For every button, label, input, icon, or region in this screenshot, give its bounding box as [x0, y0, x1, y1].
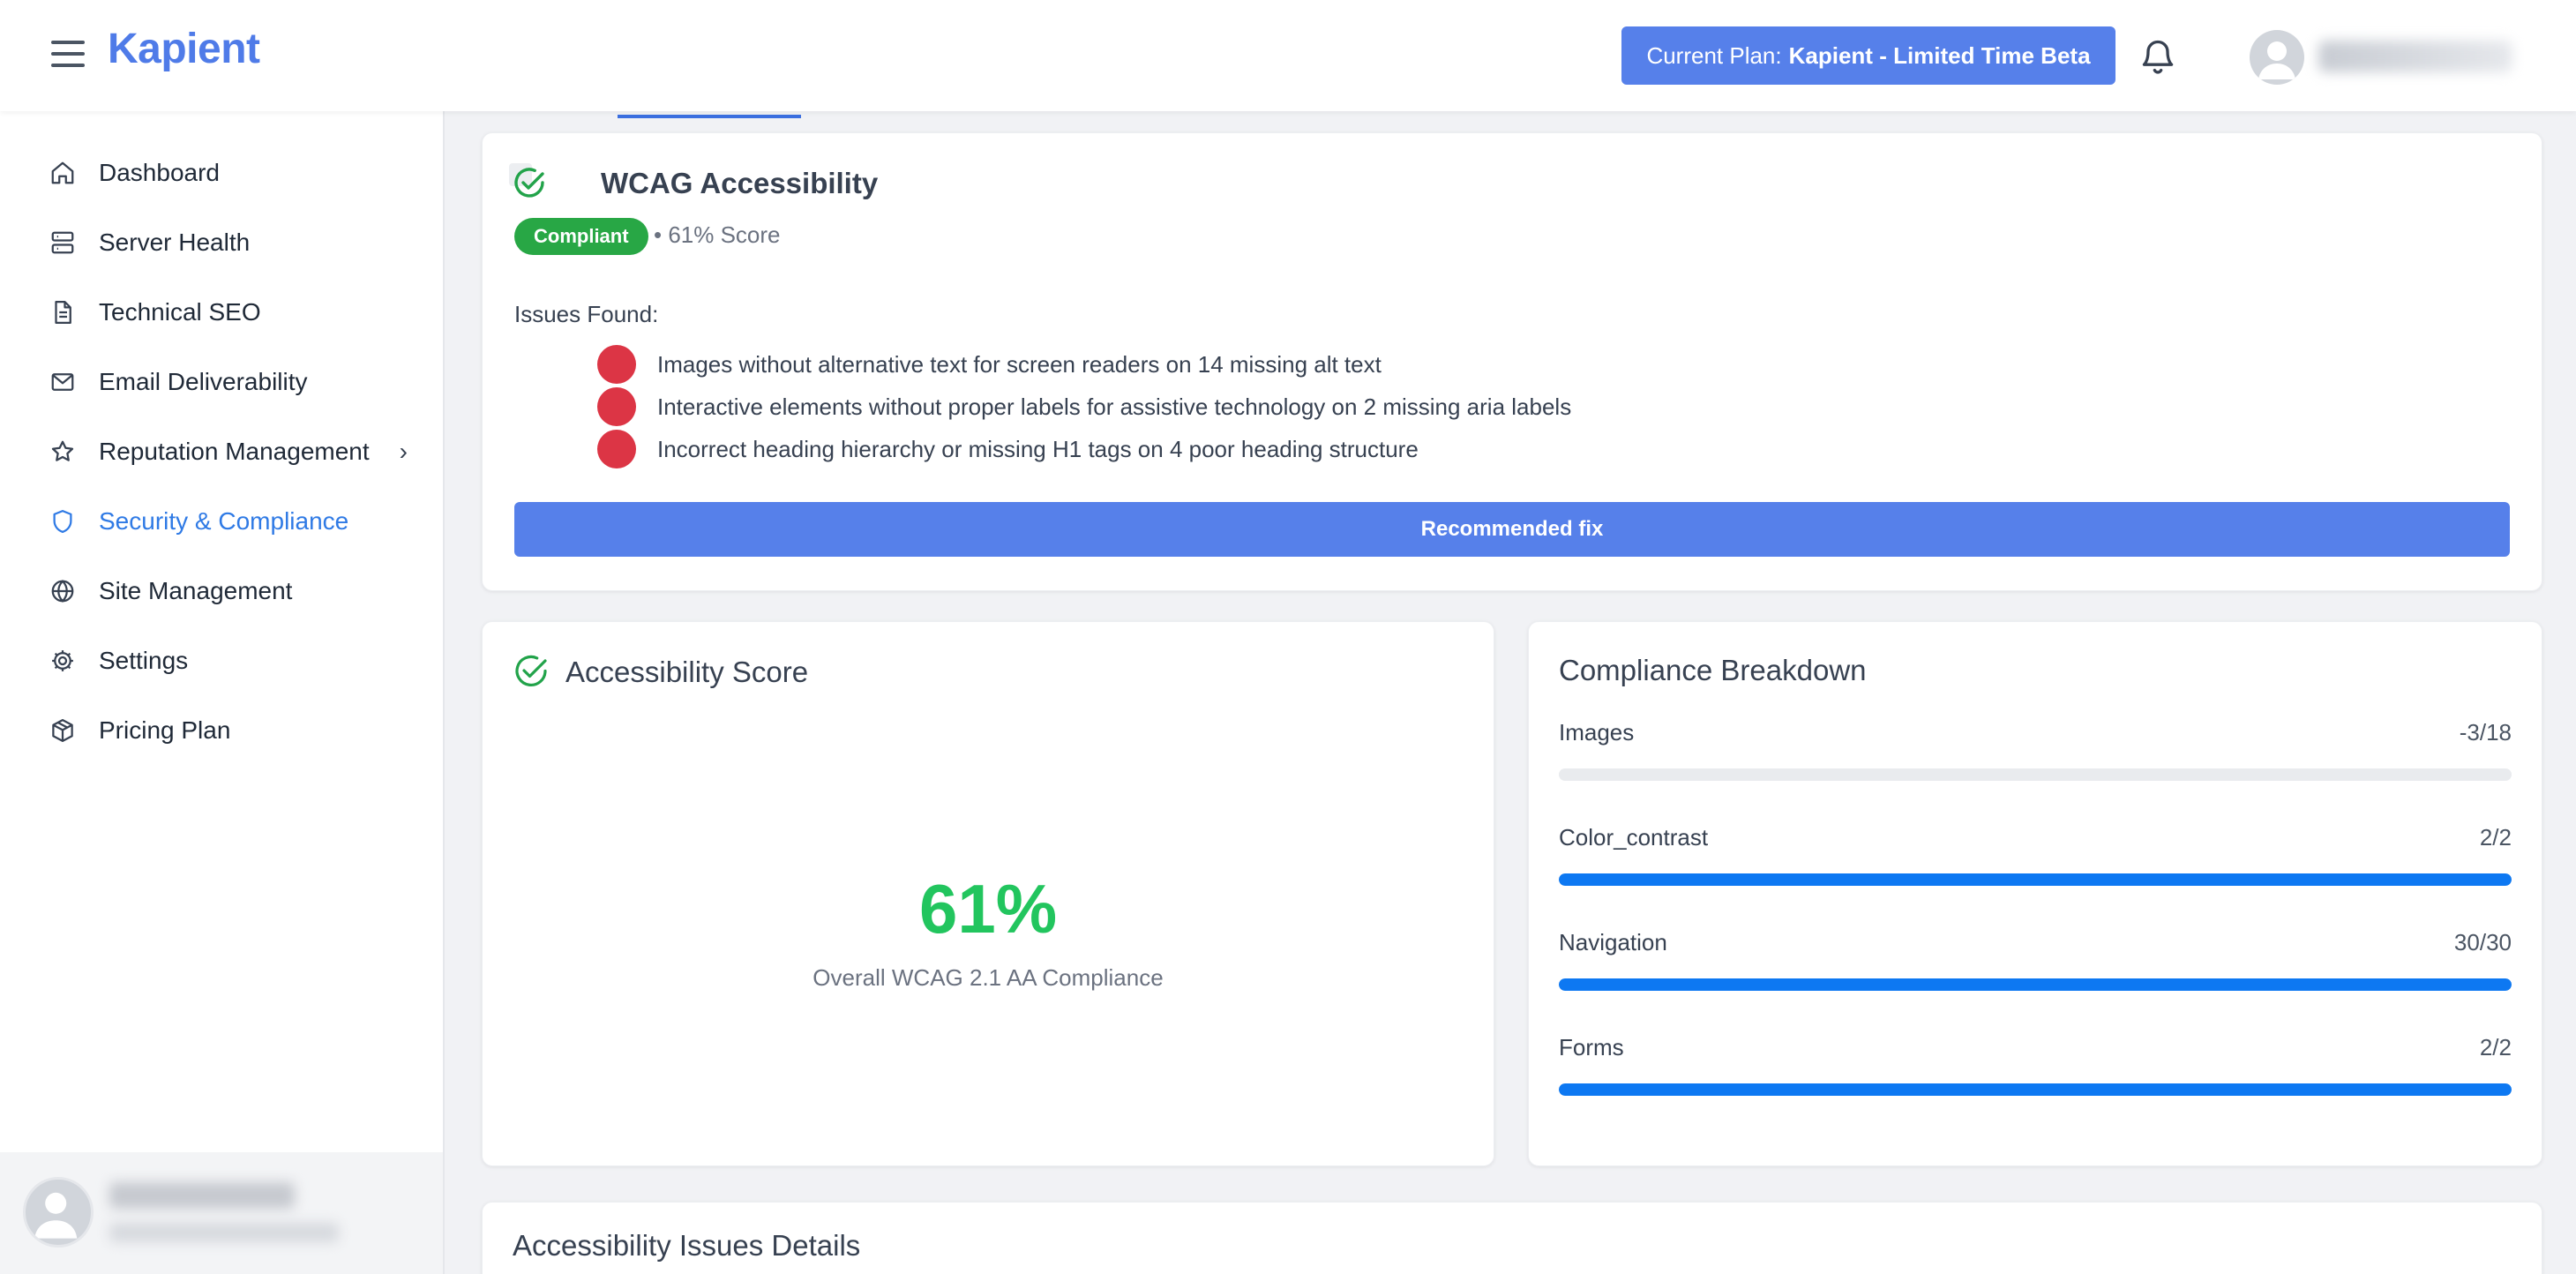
shield-icon	[53, 510, 72, 533]
score-summary: • 61% Score	[654, 221, 781, 248]
progress-track	[1559, 873, 2512, 886]
sidebar-user-footer[interactable]	[0, 1152, 443, 1274]
card-header: Accessibility Score	[513, 654, 808, 691]
issue-item: Images without alternative text for scre…	[597, 343, 1382, 386]
document-icon	[55, 301, 71, 324]
score-value: 61%	[918, 870, 1058, 948]
sidebar-item-label: Technical SEO	[99, 298, 261, 326]
issue-text: Images without alternative text for scre…	[657, 350, 1382, 378]
sidebar-item-label: Server Health	[99, 229, 251, 256]
mail-icon	[51, 373, 74, 391]
sidebar-item-email-deliverability[interactable]: Email Deliverability	[49, 356, 308, 408]
sidebar-item-site-management[interactable]: Site Management	[49, 565, 292, 618]
breakdown-row-forms: Forms 2/2	[1559, 1034, 2512, 1113]
plan-prefix: Current Plan:	[1646, 41, 1782, 69]
breakdown-row-images: Images -3/18	[1559, 719, 2512, 798]
breakdown-row-color-contrast: Color_contrast 2/2	[1559, 824, 2512, 903]
sidebar-item-technical-seo[interactable]: Technical SEO	[49, 286, 261, 339]
active-tab-indicator	[618, 115, 801, 118]
error-dot-icon	[597, 387, 636, 426]
app-logo[interactable]: Kapient	[108, 26, 260, 72]
avatar[interactable]	[2250, 30, 2304, 85]
status-badge: Compliant	[514, 218, 648, 255]
gear-icon	[52, 650, 73, 671]
progress-fill	[1559, 873, 2512, 886]
wcag-accessibility-card: WCAG Accessibility Compliant • 61% Score…	[482, 132, 2542, 591]
sidebar-item-settings[interactable]: Settings	[49, 634, 188, 687]
sidebar: Dashboard Server Health Technical SEO Em…	[0, 111, 445, 1274]
breakdown-label: Navigation	[1559, 929, 1667, 956]
check-circle-icon	[509, 163, 544, 198]
issue-text: Interactive elements without proper labe…	[657, 393, 1572, 420]
issue-item: Incorrect heading hierarchy or missing H…	[597, 428, 1419, 470]
breakdown-value: -3/18	[2459, 719, 2512, 746]
error-dot-icon	[597, 345, 636, 384]
sidebar-item-label: Reputation Management	[99, 438, 370, 465]
accessibility-issues-details-card: Accessibility Issues Details	[482, 1202, 2542, 1274]
sidebar-item-server-health[interactable]: Server Health	[49, 216, 250, 269]
progress-track	[1559, 978, 2512, 991]
user-name-redacted[interactable]	[2318, 41, 2512, 72]
globe-icon	[51, 580, 74, 603]
sidebar-item-label: Site Management	[99, 577, 293, 604]
user-email-redacted	[109, 1223, 339, 1242]
chevron-right-icon: ›	[399, 438, 408, 465]
sidebar-item-pricing-plan[interactable]: Pricing Plan	[49, 704, 230, 757]
breakdown-value: 2/2	[2479, 1034, 2512, 1060]
recommended-fix-button[interactable]: Recommended fix	[514, 502, 2510, 557]
breakdown-row-navigation: Navigation 30/30	[1559, 929, 2512, 1008]
sidebar-item-dashboard[interactable]: Dashboard	[49, 146, 220, 199]
progress-fill	[1559, 978, 2512, 991]
breakdown-label: Images	[1559, 719, 1635, 746]
bell-icon[interactable]	[2138, 35, 2177, 78]
avatar[interactable]	[23, 1177, 94, 1248]
sidebar-item-label: Settings	[99, 647, 189, 674]
sidebar-item-label: Dashboard	[99, 159, 220, 186]
check-circle-icon	[515, 655, 547, 686]
current-plan-button[interactable]: Current Plan: Kapient - Limited Time Bet…	[1621, 26, 2115, 85]
server-icon	[51, 231, 74, 254]
user-name-redacted	[109, 1182, 295, 1209]
sidebar-item-label: Pricing Plan	[99, 716, 231, 744]
progress-track	[1559, 768, 2512, 781]
progress-fill	[1559, 1083, 2512, 1096]
issues-heading: Issues Found:	[514, 301, 659, 327]
compliance-breakdown-card: Compliance Breakdown Images -3/18 Color_…	[1528, 621, 2542, 1166]
plan-name: Kapient - Limited Time Beta	[1788, 41, 2091, 69]
breakdown-value: 2/2	[2479, 824, 2512, 851]
breakdown-label: Color_contrast	[1559, 824, 1709, 851]
breakdown-label: Forms	[1559, 1034, 1624, 1060]
breakdown-value: 30/30	[2453, 929, 2512, 956]
star-icon	[51, 440, 74, 461]
card-title: Accessibility Score	[565, 656, 809, 688]
hamburger-menu-icon[interactable]	[51, 41, 85, 67]
accessibility-score-card: Accessibility Score 61% Overall WCAG 2.1…	[482, 621, 1494, 1166]
home-icon	[51, 161, 74, 184]
sidebar-item-reputation-management[interactable]: Reputation Management ›	[49, 425, 408, 478]
score-subtitle: Overall WCAG 2.1 AA Compliance	[812, 964, 1164, 991]
sidebar-item-label: Email Deliverability	[99, 368, 308, 395]
sidebar-item-label: Security & Compliance	[99, 507, 349, 535]
card-title: Accessibility Issues Details	[513, 1229, 861, 1262]
progress-track	[1559, 1083, 2512, 1096]
issue-item: Interactive elements without proper labe…	[597, 386, 1571, 428]
error-dot-icon	[597, 430, 636, 468]
package-icon	[52, 719, 73, 742]
issue-text: Incorrect heading hierarchy or missing H…	[657, 435, 1419, 462]
card-title: WCAG Accessibility	[601, 167, 879, 199]
sidebar-item-security-compliance[interactable]: Security & Compliance	[49, 495, 348, 548]
card-title: Compliance Breakdown	[1559, 654, 1867, 686]
top-header: Kapient Current Plan: Kapient - Limited …	[0, 0, 2576, 111]
